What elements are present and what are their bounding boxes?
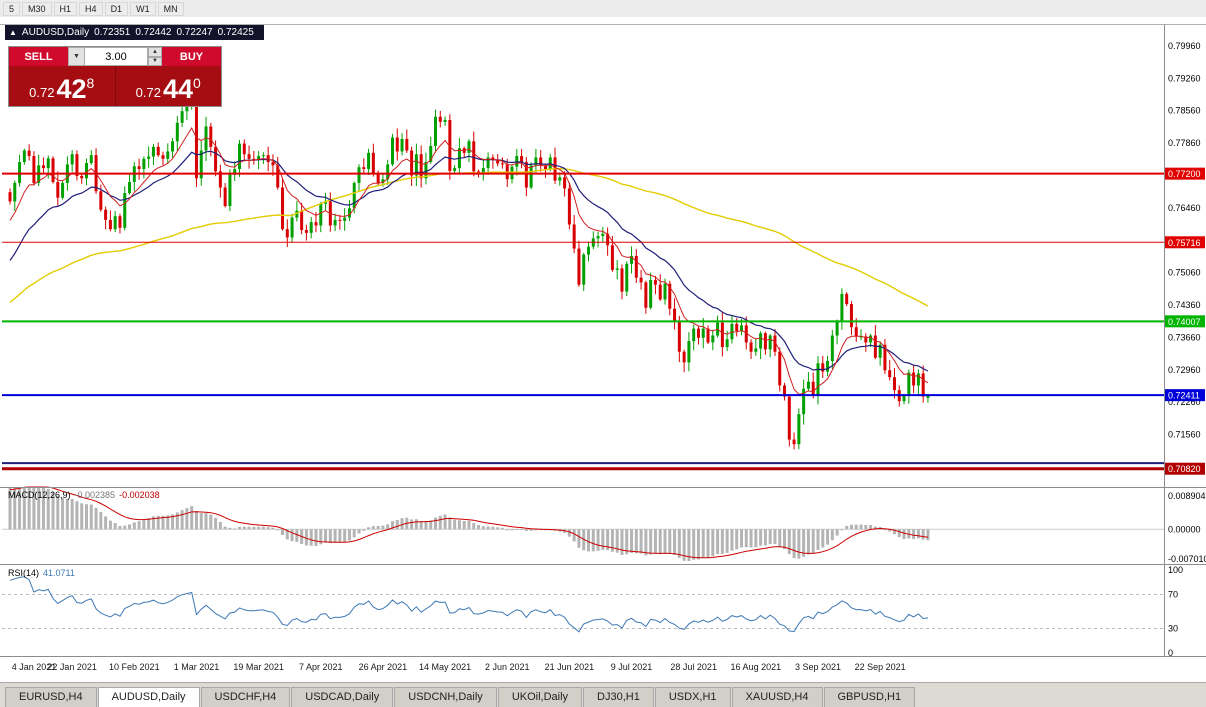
svg-text:28 Jul 2021: 28 Jul 2021 — [670, 662, 717, 672]
price-chart-canvas[interactable]: 0.79960 0.79260 0.78560 0.77860 0.76460 0.750… — [0, 17, 1206, 683]
svg-text:7 Apr 2021: 7 Apr 2021 — [299, 662, 343, 672]
sell-price-sup-digit: 8 — [86, 75, 95, 91]
volume-dropdown-icon[interactable]: ▼ — [68, 47, 85, 66]
sell-price-prefix: 0.72 — [29, 85, 55, 100]
svg-text:26 Apr 2021: 26 Apr 2021 — [359, 662, 408, 672]
svg-text:-0.007010: -0.007010 — [1168, 554, 1206, 564]
chart-tab-usdcnh-daily[interactable]: USDCNH,Daily — [394, 687, 497, 707]
svg-text:0.72260: 0.72260 — [1168, 397, 1201, 407]
ohlc-high: 0.72442 — [135, 27, 172, 38]
svg-text:0.71560: 0.71560 — [1168, 430, 1201, 440]
rsi-indicator-label: RSI(14) 41.0711 — [8, 568, 75, 578]
chart-symbol-label: AUDUSD,Daily — [21, 27, 90, 38]
chart-tab-ukoil-daily[interactable]: UKOil,Daily — [497, 687, 583, 707]
chart-tab-gbpusd-h1[interactable]: GBPUSD,H1 — [823, 687, 916, 707]
timeframe-button-m30[interactable]: M30 — [22, 1, 52, 16]
svg-text:30: 30 — [1168, 624, 1178, 634]
svg-text:0.72411: 0.72411 — [1168, 391, 1200, 401]
rsi-value: 41.0711 — [43, 568, 75, 578]
volume-stepper: ▲ ▼ — [148, 47, 162, 66]
macd-indicator-label: MACD(12,26,9) -0.002385 -0.002038 — [8, 490, 160, 500]
chart-tab-dj30-h1[interactable]: DJ30,H1 — [583, 687, 654, 707]
svg-text:100: 100 — [1168, 565, 1183, 575]
svg-text:9 Jul 2021: 9 Jul 2021 — [611, 662, 653, 672]
svg-text:0.78560: 0.78560 — [1168, 106, 1201, 116]
svg-text:0.70820: 0.70820 — [1168, 464, 1201, 474]
svg-text:3 Sep 2021: 3 Sep 2021 — [795, 662, 841, 672]
chart-tab-usdcad-daily[interactable]: USDCAD,Daily — [291, 687, 394, 707]
timeframe-toolbar: 5 M30 H1 H4 D1 W1 MN — [0, 0, 1206, 18]
svg-text:14 May 2021: 14 May 2021 — [419, 662, 471, 672]
svg-text:0.008904: 0.008904 — [1168, 491, 1206, 501]
buy-price-display: 0.72 44 0 — [114, 66, 222, 106]
svg-text:1 Mar 2021: 1 Mar 2021 — [174, 662, 220, 672]
chart-tab-bar: EURUSD,H4 AUDUSD,Daily USDCHF,H4 USDCAD,Dai… — [0, 682, 1206, 707]
svg-text:0.73660: 0.73660 — [1168, 332, 1201, 342]
timeframe-button-5[interactable]: 5 — [3, 1, 21, 16]
chart-tab-audusd-daily[interactable]: AUDUSD,Daily — [97, 687, 200, 707]
svg-text:0: 0 — [1168, 648, 1173, 658]
svg-text:70: 70 — [1168, 590, 1178, 600]
svg-text:0.72960: 0.72960 — [1168, 365, 1201, 375]
svg-text:0.79260: 0.79260 — [1168, 73, 1201, 83]
volume-decrease-icon[interactable]: ▼ — [148, 56, 162, 66]
buy-price-prefix: 0.72 — [135, 85, 161, 100]
sell-price-big-digits: 42 — [56, 74, 87, 104]
svg-text:19 Mar 2021: 19 Mar 2021 — [233, 662, 284, 672]
buy-button[interactable]: BUY — [162, 47, 221, 66]
ohlc-close: 0.72425 — [217, 27, 254, 38]
svg-text:0.74360: 0.74360 — [1168, 300, 1201, 310]
one-click-trading-panel: SELL ▼ ▲ ▼ BUY 0.72 42 8 0.72 44 0 — [8, 46, 222, 107]
chart-tab-usdchf-h4[interactable]: USDCHF,H4 — [200, 687, 291, 707]
chart-tab-xauusd-h4[interactable]: XAUUSD,H4 — [731, 687, 823, 707]
svg-text:0.75060: 0.75060 — [1168, 268, 1201, 278]
timeframe-button-mn[interactable]: MN — [157, 1, 184, 16]
volume-increase-icon[interactable]: ▲ — [148, 47, 162, 57]
svg-text:0.00000: 0.00000 — [1168, 524, 1201, 534]
svg-text:4 Jan 2021: 4 Jan 2021 — [12, 662, 57, 672]
timeframe-button-h4[interactable]: H4 — [79, 1, 103, 16]
svg-text:0.75716: 0.75716 — [1168, 238, 1201, 248]
svg-text:2 Jun 2021: 2 Jun 2021 — [485, 662, 530, 672]
ohlc-open: 0.72351 — [94, 27, 131, 38]
ohlc-low: 0.72247 — [176, 27, 213, 38]
volume-input[interactable] — [85, 47, 148, 66]
timeframe-button-h1[interactable]: H1 — [53, 1, 78, 16]
timeframe-button-w1[interactable]: W1 — [130, 1, 156, 16]
svg-text:0.74007: 0.74007 — [1168, 317, 1201, 327]
macd-title: MACD(12,26,9) — [8, 490, 71, 500]
macd-signal-value: -0.002038 — [119, 490, 160, 500]
collapse-arrow-icon[interactable]: ▲ — [9, 28, 17, 37]
svg-text:0.77860: 0.77860 — [1168, 138, 1201, 148]
svg-text:21 Jun 2021: 21 Jun 2021 — [545, 662, 595, 672]
rsi-title: RSI(14) — [8, 568, 40, 578]
chart-area: 0.79960 0.79260 0.78560 0.77860 0.76460 0.750… — [0, 17, 1206, 683]
sell-button[interactable]: SELL — [9, 47, 68, 66]
sell-price-display: 0.72 42 8 — [9, 66, 115, 106]
svg-text:22 Jan 2021: 22 Jan 2021 — [47, 662, 97, 672]
svg-text:16 Aug 2021: 16 Aug 2021 — [731, 662, 782, 672]
buy-price-big-digits: 44 — [162, 74, 194, 104]
svg-text:0.79960: 0.79960 — [1168, 41, 1201, 51]
svg-text:0.76460: 0.76460 — [1168, 203, 1201, 213]
macd-main-value: -0.002385 — [74, 490, 116, 500]
timeframe-button-d1[interactable]: D1 — [104, 1, 129, 16]
buy-price-sup-digit: 0 — [193, 75, 201, 91]
chart-tab-usdx-h1[interactable]: USDX,H1 — [654, 687, 731, 707]
svg-text:0.77200: 0.77200 — [1168, 169, 1201, 179]
svg-text:10 Feb 2021: 10 Feb 2021 — [109, 662, 160, 672]
chart-tab-eurusd-h4[interactable]: EURUSD,H4 — [5, 687, 97, 707]
chart-symbol-header: ▲ AUDUSD,Daily 0.72351 0.72442 0.72247 0… — [5, 25, 264, 40]
svg-text:22 Sep 2021: 22 Sep 2021 — [855, 662, 906, 672]
